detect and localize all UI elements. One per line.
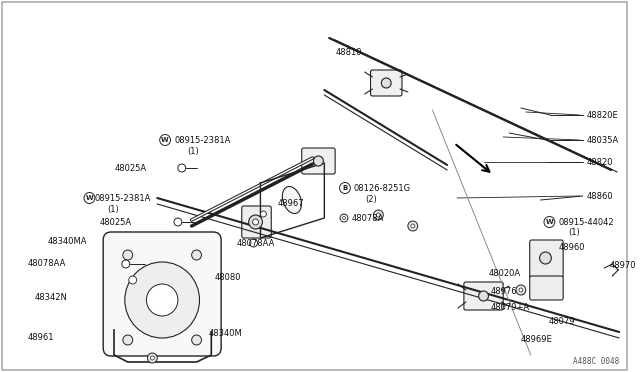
Circle shape: [342, 217, 346, 219]
Text: (2): (2): [365, 195, 378, 203]
Circle shape: [191, 335, 202, 345]
Text: 48078A: 48078A: [352, 214, 384, 222]
FancyBboxPatch shape: [530, 276, 563, 300]
Text: W: W: [86, 195, 93, 201]
Text: 48976: 48976: [490, 286, 517, 295]
Circle shape: [381, 78, 391, 88]
Circle shape: [174, 218, 182, 226]
Circle shape: [340, 183, 350, 193]
Text: 48079: 48079: [548, 317, 575, 327]
Circle shape: [147, 353, 157, 363]
Text: 48820E: 48820E: [587, 110, 618, 119]
Text: (1): (1): [107, 205, 119, 214]
Text: 48025A: 48025A: [115, 164, 147, 173]
Text: 08915-44042: 08915-44042: [558, 218, 614, 227]
Text: 48969E: 48969E: [521, 336, 553, 344]
Circle shape: [123, 250, 132, 260]
Circle shape: [408, 221, 418, 231]
Circle shape: [516, 285, 526, 295]
Circle shape: [150, 356, 154, 360]
FancyBboxPatch shape: [301, 148, 335, 174]
Circle shape: [125, 262, 200, 338]
Text: 48020A: 48020A: [488, 269, 520, 278]
Circle shape: [376, 213, 380, 217]
Circle shape: [253, 219, 259, 225]
Text: 48025A: 48025A: [99, 218, 131, 227]
Circle shape: [160, 135, 170, 145]
Circle shape: [191, 250, 202, 260]
Text: 48340MA: 48340MA: [47, 237, 86, 246]
Text: 48078AA: 48078AA: [28, 260, 66, 269]
Circle shape: [123, 335, 132, 345]
Ellipse shape: [282, 186, 301, 214]
FancyBboxPatch shape: [371, 70, 402, 96]
Text: 08126-8251G: 08126-8251G: [354, 183, 411, 192]
Text: 08915-2381A: 08915-2381A: [175, 135, 231, 144]
Circle shape: [260, 211, 266, 217]
Circle shape: [178, 164, 186, 172]
Text: 48860: 48860: [587, 192, 613, 201]
Text: 48080: 48080: [214, 273, 241, 282]
Text: 08915-2381A: 08915-2381A: [94, 193, 151, 202]
Circle shape: [479, 291, 488, 301]
Circle shape: [340, 214, 348, 222]
Circle shape: [122, 260, 130, 268]
Circle shape: [147, 284, 178, 316]
Text: A488C 0048: A488C 0048: [573, 357, 619, 366]
Circle shape: [411, 224, 415, 228]
FancyBboxPatch shape: [530, 240, 563, 278]
Circle shape: [544, 217, 555, 228]
Text: W: W: [545, 219, 553, 225]
Circle shape: [519, 288, 523, 292]
Text: (1): (1): [568, 228, 580, 237]
Text: 48960: 48960: [558, 243, 585, 251]
Text: 48035A: 48035A: [587, 135, 619, 144]
Circle shape: [314, 156, 323, 166]
Text: 48820: 48820: [587, 157, 613, 167]
Circle shape: [374, 210, 383, 220]
FancyBboxPatch shape: [242, 206, 271, 238]
Circle shape: [250, 239, 257, 247]
FancyBboxPatch shape: [103, 232, 221, 356]
Text: W: W: [161, 137, 169, 143]
Text: 48340M: 48340M: [209, 330, 242, 339]
Text: 48810: 48810: [336, 48, 363, 57]
Text: 48970: 48970: [609, 260, 636, 269]
Text: B: B: [342, 185, 348, 191]
Circle shape: [129, 276, 136, 284]
Text: 48079+A: 48079+A: [490, 304, 529, 312]
Circle shape: [249, 215, 262, 229]
FancyBboxPatch shape: [464, 282, 503, 310]
Text: 48342N: 48342N: [35, 294, 67, 302]
Text: 48078AA: 48078AA: [237, 238, 275, 247]
Circle shape: [540, 252, 551, 264]
Circle shape: [84, 192, 95, 203]
Text: 48961: 48961: [28, 333, 54, 341]
Text: (1): (1): [188, 147, 200, 155]
Text: 48967: 48967: [277, 199, 304, 208]
